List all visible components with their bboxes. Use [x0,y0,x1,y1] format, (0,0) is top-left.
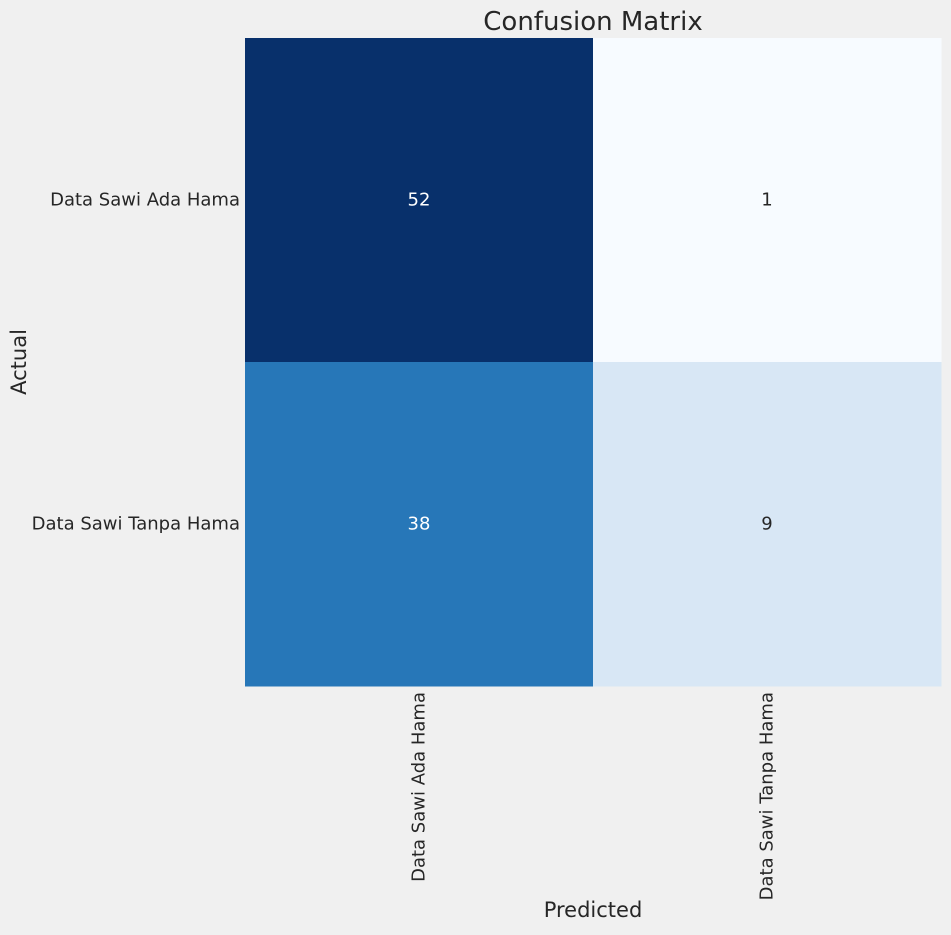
heatmap-cells: 52 1 38 9 [245,38,942,687]
heatmap-cell-r1-c0 [245,362,594,687]
y-axis-label: Actual [7,329,31,395]
heatmap-cell-r1-c1 [593,362,942,687]
cell-value-label-r0-c0: 52 [408,190,431,211]
y-tick-label-1: Data Sawi Tanpa Hama [32,514,240,535]
y-tick-label-0: Data Sawi Ada Hama [50,190,240,211]
heatmap-cell-r0-c1 [593,38,942,363]
x-axis-label: Predicted [544,898,643,922]
cell-value-label-r1-c1: 9 [761,514,772,535]
cell-value-label-r0-c1: 1 [761,190,772,211]
x-tick-label-1: Data Sawi Tanpa Hama [757,692,778,900]
x-tick-label-0: Data Sawi Ada Hama [409,692,430,882]
y-tick-labels: Data Sawi Ada Hama Data Sawi Tanpa Hama [32,190,240,535]
x-tick-labels: Data Sawi Ada Hama Data Sawi Tanpa Hama [409,692,778,900]
chart-title: Confusion Matrix [483,7,702,37]
cell-value-label-r1-c0: 38 [408,514,431,535]
heatmap-cell-r0-c0 [245,38,594,363]
